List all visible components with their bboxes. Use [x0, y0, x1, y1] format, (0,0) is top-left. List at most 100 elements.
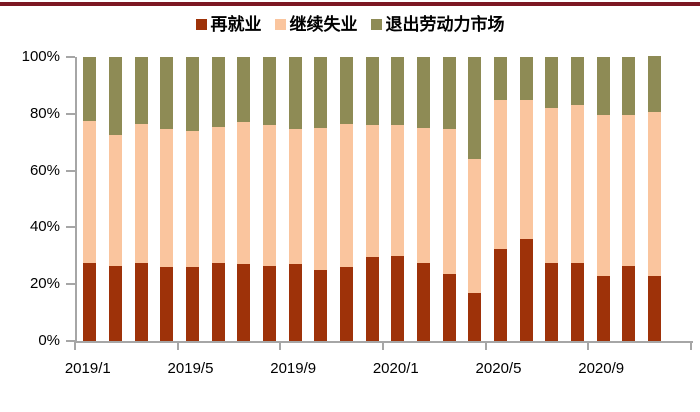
bar-segment: [83, 120, 97, 263]
bar-segment: [160, 57, 174, 130]
bar-segment: [494, 248, 507, 341]
bar-2019/5: [186, 57, 199, 341]
bar-segment: [622, 57, 636, 116]
bar-2019/8: [263, 57, 276, 341]
bar-segment: [545, 108, 559, 263]
bar-segment: [442, 129, 456, 275]
bar-segment: [519, 99, 533, 239]
bar-segment: [340, 57, 353, 124]
bar-segment: [648, 112, 661, 276]
bar-segment: [545, 57, 559, 109]
bar-2020/10: [622, 57, 636, 341]
legend-swatch-icon: [195, 19, 207, 30]
x-axis-label: 2019/1: [64, 360, 111, 377]
bar-segment: [391, 255, 405, 341]
bar-2019/11: [340, 57, 353, 341]
bar-segment: [134, 123, 148, 263]
bar-segment: [417, 57, 430, 128]
bar-2019/4: [160, 57, 174, 341]
bar-segment: [160, 267, 174, 341]
bar-segment: [314, 57, 328, 128]
x-axis-label: 2020/5: [475, 360, 522, 377]
x-axis-label: 2020/1: [372, 360, 419, 377]
bar-segment: [263, 57, 276, 126]
bar-segment: [288, 264, 302, 341]
y-axis-label: 0%: [38, 332, 60, 349]
plot-area: [75, 55, 693, 343]
bar-segment: [134, 262, 148, 341]
bar-2019/3: [134, 57, 148, 341]
x-axis-label: 2019/5: [167, 360, 214, 377]
bar-segment: [365, 57, 379, 126]
bar-segment: [83, 262, 97, 341]
bar-segment: [442, 57, 456, 130]
bar-2019/7: [237, 57, 251, 341]
legend-swatch-icon: [370, 19, 382, 30]
bar-segment: [391, 125, 405, 256]
bar-segment: [648, 275, 661, 341]
legend-item-3: 退出劳动力市场: [370, 16, 505, 33]
bar-2020/9: [596, 57, 610, 341]
bar-segment: [468, 292, 482, 341]
bar-segment: [571, 105, 584, 263]
bar-segment: [494, 99, 507, 249]
bar-segment: [211, 57, 225, 127]
bar-segment: [237, 122, 251, 265]
bar-segment: [186, 57, 199, 131]
legend-item-2: 继续失业: [274, 15, 358, 34]
bar-segment: [340, 123, 353, 268]
bar-segment: [340, 267, 353, 341]
bar-2019/2: [109, 57, 122, 341]
bar-segment: [288, 57, 302, 130]
legend-swatch-icon: [274, 19, 286, 30]
bar-2020/11: [648, 55, 661, 341]
bar-segment: [237, 57, 251, 123]
x-axis-tick: [74, 341, 76, 350]
bar-2020/1: [391, 57, 405, 341]
bar-segment: [109, 135, 122, 266]
bar-segment: [314, 270, 328, 341]
bar-segment: [571, 262, 584, 341]
x-axis-tick: [484, 341, 487, 350]
bar-segment: [288, 129, 302, 265]
bar-segment: [211, 126, 225, 263]
bar-segment: [571, 57, 584, 106]
bar-segment: [365, 257, 379, 341]
bar-segment: [314, 128, 328, 270]
x-axis-label: 2020/9: [578, 360, 625, 377]
bar-segment: [391, 57, 405, 126]
bar-segment: [417, 262, 430, 341]
y-axis-tick: [66, 283, 75, 286]
y-axis-label: 60%: [29, 161, 60, 179]
bar-2019/6: [211, 57, 225, 341]
bar-2020/5: [494, 57, 507, 341]
bar-segment: [417, 128, 430, 263]
bar-segment: [83, 57, 97, 121]
bar-segment: [263, 125, 276, 266]
bar-segment: [519, 57, 533, 100]
chart-legend: 再就业 继续失业 退出劳动力市场: [0, 16, 700, 33]
bar-segment: [237, 264, 251, 341]
bar-segment: [596, 57, 610, 116]
y-axis-tick: [66, 340, 75, 342]
bar-segment: [622, 265, 636, 341]
bar-segment: [648, 55, 661, 113]
top-accent-bar: [0, 2, 700, 6]
bar-segment: [211, 262, 225, 341]
legend-label: 继续失业: [289, 15, 358, 34]
bar-segment: [442, 274, 456, 341]
bar-2020/8: [571, 57, 584, 341]
bar-segment: [186, 267, 199, 341]
bar-segment: [160, 129, 174, 268]
x-axis-tick: [176, 341, 179, 350]
bar-segment: [622, 115, 636, 266]
bar-segment: [596, 115, 610, 276]
x-axis-tick: [279, 341, 282, 350]
bar-segment: [263, 265, 276, 341]
bar-segment: [365, 125, 379, 258]
x-axis-tick: [690, 341, 692, 350]
bar-segment: [519, 238, 533, 341]
bar-2020/7: [545, 57, 559, 341]
x-axis-label: 2019/9: [270, 360, 317, 377]
